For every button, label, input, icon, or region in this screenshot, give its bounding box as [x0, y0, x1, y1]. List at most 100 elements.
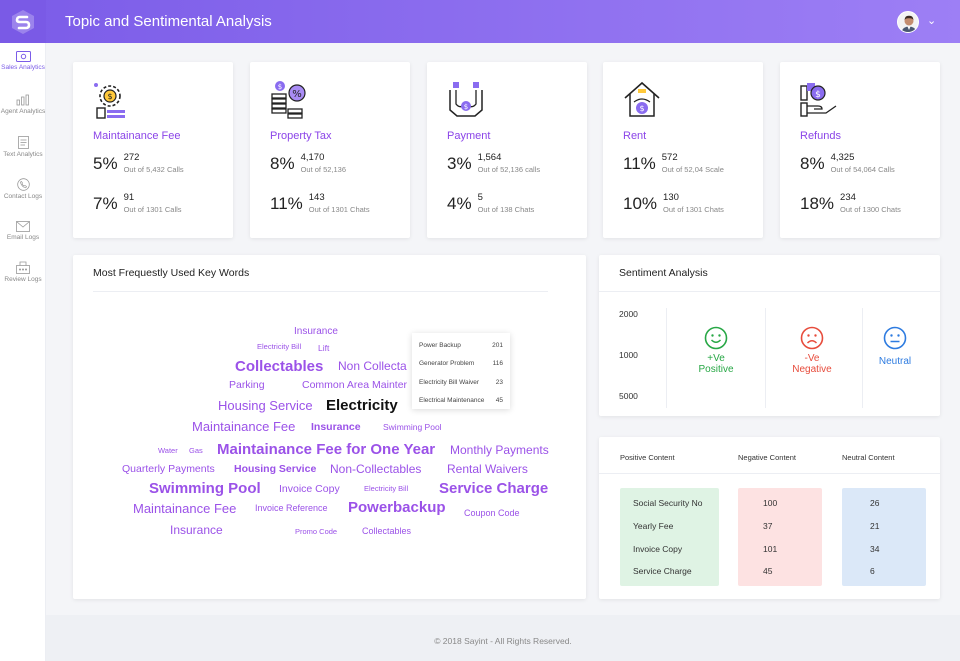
keyword[interactable]: Electricity Bill [257, 342, 302, 351]
sidebar-item-review-logs[interactable]: Review Logs [0, 261, 46, 301]
topic-row-chats: 7% 91 Out of 1301 Calls [93, 192, 182, 216]
topic-count-sub: Out of 52,136 calls [477, 165, 541, 174]
keyword[interactable]: Promo Code [295, 527, 338, 536]
sentiment-positive[interactable]: +Ve Positive [668, 326, 764, 375]
negative-content-item: 37 [763, 521, 773, 531]
topic-card-rent[interactable]: $ Rent 11% 572 Out of 52,04 Scale 10% 130… [603, 62, 763, 238]
keyword[interactable]: Electricity Bill [364, 484, 409, 493]
topic-row-calls: 5% 272 Out of 5,432 Calls [93, 152, 184, 176]
topic-percent: 11% [623, 154, 656, 173]
topic-percent: 5% [93, 154, 118, 173]
sentiment-negative[interactable]: -Ve Negative [764, 326, 860, 375]
keyword[interactable]: Service Charge [439, 480, 549, 497]
keyword[interactable]: Monthly Payments [450, 443, 549, 457]
topic-card-maintainance-fee[interactable]: $ Maintainance Fee 5% 272 Out of 5,432 Ca… [73, 62, 233, 238]
neutral-content-item: 21 [870, 521, 880, 531]
topic-count-sub: Out of 54,064 Calls [830, 165, 895, 174]
topic-count-sub: Out of 52,04 Scale [661, 165, 724, 174]
sidebar-item-sales-analytics[interactable]: Sales Analytics [0, 51, 46, 91]
topic-count-sub: Out of 52,136 [300, 165, 347, 174]
keyword[interactable]: Coupon Code [464, 508, 520, 518]
hands-money-icon: $ [449, 82, 483, 117]
frown-icon [800, 326, 824, 350]
keyword[interactable]: Gas [189, 446, 203, 455]
keyword[interactable]: Quarterly Payments [122, 463, 215, 475]
topic-count-sub: Out of 138 Chats [477, 205, 535, 214]
topic-card-payment[interactable]: $ Payment 3% 1,564 Out of 52,136 calls 4%… [427, 62, 587, 238]
topic-count: 91 [123, 192, 135, 203]
positive-content-item[interactable]: Yearly Fee [633, 521, 674, 531]
divider [599, 291, 940, 292]
app-logo[interactable] [0, 0, 46, 43]
topic-row-chats: 11% 143 Out of 1301 Chats [270, 192, 370, 216]
topic-title: Refunds [800, 130, 841, 142]
topic-card-property-tax[interactable]: $ % Property Tax 8% 4,170 Out of 52,136 1… [250, 62, 410, 238]
svg-text:$: $ [107, 92, 112, 101]
topic-count: 130 [663, 192, 679, 203]
gear-money-icon: $ [94, 83, 125, 119]
tooltip-value: 45 [495, 397, 503, 404]
sentiment-card [599, 255, 940, 416]
keyword[interactable]: Non-Collectables [330, 462, 422, 476]
keyword[interactable]: Maintainance Fee for One Year [217, 441, 436, 458]
positive-content-item[interactable]: Social Security No [633, 498, 703, 508]
neutral-content-item: 26 [870, 498, 880, 508]
keyword[interactable]: Insurance [311, 421, 361, 433]
keyword[interactable]: Collectables [362, 526, 412, 536]
keyword[interactable]: Lift [318, 343, 330, 353]
footer: © 2018 Sayint - All Rights Reserved. [46, 615, 960, 661]
keyword[interactable]: Common Area Mainter [302, 379, 408, 391]
topic-count-sub: Out of 5,432 Calls [123, 165, 184, 174]
positive-content-item[interactable]: Service Charge [633, 566, 692, 576]
neutral-content-item: 6 [870, 566, 875, 576]
sentiment-positive-short: +Ve [707, 353, 725, 364]
keyword[interactable]: Maintainance Fee [133, 501, 237, 516]
topic-count: 572 [661, 152, 678, 163]
sentiment-y-label: 2000 [619, 309, 638, 319]
topic-percent: 18% [800, 194, 835, 213]
keyword[interactable]: Collectables [235, 358, 324, 375]
sidebar-item-email-logs[interactable]: Email Logs [0, 221, 46, 261]
keyword[interactable]: Swimming Pool [383, 422, 442, 432]
sidebar-item-agent-analytics[interactable]: Agent Analytics [0, 94, 46, 134]
topic-percent: 3% [447, 154, 472, 173]
keyword[interactable]: Electricity [326, 397, 398, 414]
negative-content-list [738, 488, 822, 586]
keyword[interactable]: Rental Waivers [447, 462, 528, 476]
chevron-down-icon[interactable]: ⌄ [927, 15, 937, 27]
coins-percent-icon: $ % [271, 81, 306, 119]
topic-row-calls: 8% 4,170 Out of 52,136 [270, 152, 346, 176]
keyword[interactable]: Insurance [294, 326, 338, 337]
keyword[interactable]: Invoice Copy [279, 483, 340, 495]
positive-content-item[interactable]: Invoice Copy [633, 544, 683, 554]
user-avatar[interactable] [897, 11, 919, 33]
keyword[interactable]: Water [158, 446, 178, 455]
topic-title: Property Tax [270, 130, 332, 142]
keyword[interactable]: Housing Service [218, 398, 313, 413]
topic-count-sub: Out of 1301 Chats [308, 205, 370, 214]
keyword[interactable]: Non Collecta [338, 359, 407, 373]
topic-card-refunds[interactable]: $ Refunds 8% 4,325 Out of 54,064 Calls 18… [780, 62, 940, 238]
sidebar-item-text-analytics[interactable]: Text Analytics [0, 136, 46, 176]
money-icon [15, 51, 31, 62]
keyword-tooltip: Power Backup 201 Generator Problem 116 Ele… [412, 333, 510, 409]
keyword[interactable]: Maintainance Fee [192, 419, 296, 434]
topic-count: 143 [308, 192, 325, 203]
keyword[interactable]: Parking [229, 379, 265, 391]
keyword[interactable]: Insurance [170, 523, 223, 537]
sentiment-negative-label: Negative [792, 364, 832, 375]
topic-row-chats: 18% 234 Out of 1300 Chats [800, 192, 901, 216]
svg-text:$: $ [464, 103, 468, 111]
keyword[interactable]: Housing Service [234, 463, 317, 475]
svg-text:%: % [292, 89, 302, 100]
sidebar-item-contact-logs[interactable]: Contact Logs [0, 178, 46, 218]
keyword[interactable]: Powerbackup [348, 499, 446, 516]
topic-percent: 4% [447, 194, 472, 213]
topic-percent: 8% [270, 154, 295, 173]
keyword[interactable]: Swimming Pool [149, 480, 261, 497]
smile-icon [704, 326, 728, 350]
sentiment-title: Sentiment Analysis [619, 267, 708, 279]
sidebar-item-label: Text Analytics [3, 151, 43, 158]
sentiment-neutral[interactable]: Neutral [847, 326, 943, 367]
keyword[interactable]: Invoice Reference [255, 503, 328, 513]
